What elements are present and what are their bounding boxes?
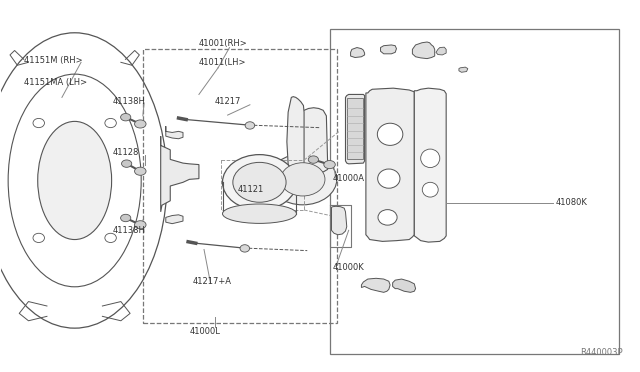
Ellipse shape [378, 210, 397, 225]
Ellipse shape [120, 214, 131, 222]
Text: R440003P: R440003P [580, 347, 623, 357]
Ellipse shape [422, 182, 438, 197]
Ellipse shape [120, 113, 131, 121]
Text: 41128: 41128 [112, 148, 139, 157]
Ellipse shape [134, 120, 146, 128]
Ellipse shape [223, 155, 296, 210]
Text: 41011(LH>: 41011(LH> [199, 58, 246, 67]
Ellipse shape [134, 167, 146, 175]
Text: 41138H: 41138H [112, 97, 145, 106]
Text: 41001(RH>: 41001(RH> [199, 39, 248, 48]
Text: 41000K: 41000K [333, 263, 365, 272]
Polygon shape [459, 67, 468, 72]
Text: 41080K: 41080K [556, 198, 588, 207]
Polygon shape [412, 42, 435, 59]
Text: 41000L: 41000L [189, 327, 220, 336]
Ellipse shape [245, 122, 255, 129]
Polygon shape [161, 136, 199, 212]
Text: 41121: 41121 [237, 185, 264, 194]
Polygon shape [393, 279, 415, 292]
Text: 41000A: 41000A [333, 174, 365, 183]
Ellipse shape [223, 204, 296, 223]
Polygon shape [287, 97, 304, 172]
Polygon shape [166, 215, 183, 224]
Text: 41217+A: 41217+A [193, 278, 232, 286]
Ellipse shape [269, 154, 337, 205]
Polygon shape [332, 206, 347, 235]
Polygon shape [346, 94, 365, 164]
Polygon shape [351, 48, 365, 58]
Text: 41217: 41217 [215, 97, 241, 106]
Polygon shape [362, 278, 390, 292]
Polygon shape [381, 45, 396, 54]
Polygon shape [300, 101, 328, 172]
Text: 41138H: 41138H [112, 226, 145, 235]
Ellipse shape [122, 160, 132, 167]
Ellipse shape [324, 161, 335, 169]
Ellipse shape [420, 149, 440, 167]
Text: 41151MA (LH>: 41151MA (LH> [24, 78, 87, 87]
Polygon shape [366, 88, 414, 241]
Polygon shape [166, 126, 183, 139]
Ellipse shape [38, 121, 111, 240]
Ellipse shape [308, 156, 319, 163]
Ellipse shape [240, 245, 250, 252]
Polygon shape [436, 47, 446, 55]
Ellipse shape [280, 163, 325, 196]
Ellipse shape [378, 169, 400, 188]
Bar [143, 49, 337, 323]
Bar [330, 29, 620, 354]
Polygon shape [414, 88, 446, 242]
Ellipse shape [134, 221, 146, 229]
Ellipse shape [233, 162, 286, 202]
Text: 41151M (RH>: 41151M (RH> [24, 56, 83, 65]
Polygon shape [347, 98, 364, 160]
Ellipse shape [378, 123, 403, 145]
